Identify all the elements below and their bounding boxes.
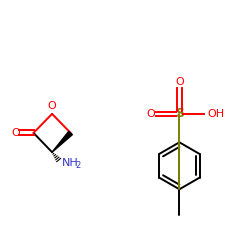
- Polygon shape: [52, 131, 72, 152]
- Text: NH: NH: [62, 158, 79, 168]
- Text: O: O: [11, 128, 20, 138]
- Text: O: O: [175, 77, 184, 87]
- Text: O: O: [146, 109, 155, 119]
- Text: OH: OH: [207, 109, 224, 119]
- Text: 2: 2: [76, 161, 81, 170]
- Text: S: S: [175, 108, 184, 120]
- Text: O: O: [48, 101, 56, 111]
